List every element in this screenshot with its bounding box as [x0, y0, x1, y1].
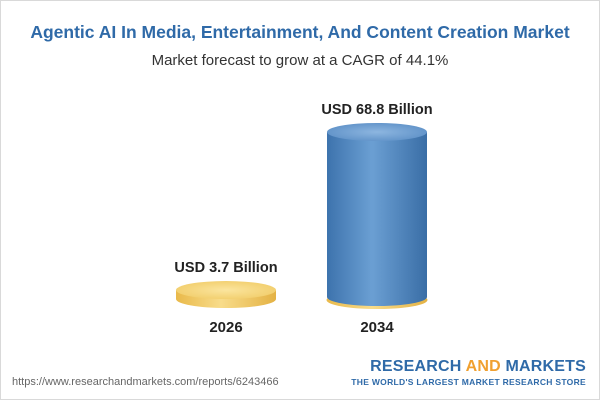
- bar-2034: USD 68.8 Billion 2034: [321, 102, 432, 336]
- brand-logo: RESEARCH AND MARKETS THE WORLD'S LARGEST…: [351, 358, 586, 387]
- bar-body-2034: [327, 132, 427, 297]
- data-label-2026: USD 3.7 Billion: [174, 260, 277, 276]
- chart-subtitle: Market forecast to grow at a CAGR of 44.…: [151, 52, 449, 69]
- bar-top-2034: [327, 123, 427, 141]
- bar-2026: USD 3.7 Billion 2026: [174, 260, 277, 336]
- brand-tagline: THE WORLD'S LARGEST MARKET RESEARCH STOR…: [351, 377, 586, 387]
- brand-name-and: AND: [465, 358, 501, 375]
- source-url: https://www.researchandmarkets.com/repor…: [12, 376, 279, 388]
- data-label-2034: USD 68.8 Billion: [321, 102, 432, 118]
- brand-name: RESEARCH AND MARKETS: [351, 358, 586, 376]
- brand-name-part1: RESEARCH: [370, 358, 466, 375]
- bar-top-2026: [176, 281, 276, 300]
- x-tick-label-2026: 2026: [209, 319, 242, 336]
- chart-title: Agentic AI In Media, Entertainment, And …: [30, 22, 570, 42]
- brand-name-part2: MARKETS: [500, 358, 586, 375]
- x-tick-label-2034: 2034: [360, 319, 394, 336]
